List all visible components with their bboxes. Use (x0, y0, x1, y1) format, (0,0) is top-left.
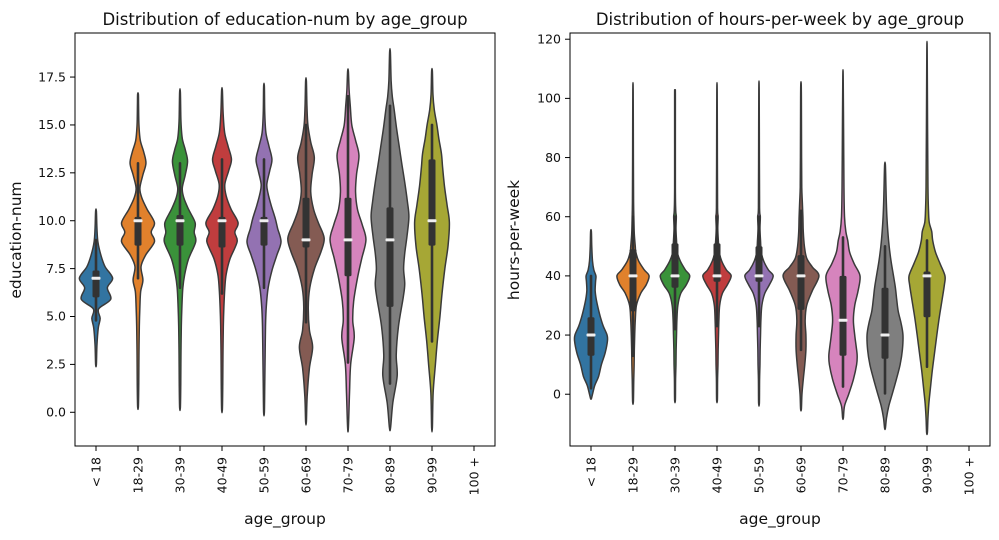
y-axis-label-hours-per-week: hours-per-week (505, 179, 523, 301)
y-tick-label: 60 (545, 209, 561, 224)
axes-spines-hours-per-week (569, 32, 991, 447)
x-tick-label: 40-49 (710, 457, 725, 493)
iqr-box-80-89 (386, 207, 394, 307)
iqr-box-40-49 (713, 243, 721, 282)
y-tick-label: 15.0 (38, 117, 66, 132)
x-tick-label: 50-59 (752, 457, 767, 493)
x-tick-label: 90-99 (920, 457, 935, 493)
x-tick-label: 18-29 (626, 457, 641, 493)
x-tick-label: 100 + (962, 457, 977, 495)
x-tick-label: 18-29 (131, 457, 146, 493)
chart-title-education-num: Distribution of education-num by age_gro… (102, 10, 468, 29)
median-dash-70-79 (343, 238, 353, 242)
x-tick-label: 100 + (467, 457, 482, 495)
median-dash-30-39 (670, 274, 680, 278)
iqr-box-18-29 (134, 216, 142, 246)
y-tick-label: 5.0 (46, 309, 66, 324)
median-dash-80-89 (385, 238, 395, 242)
iqr-box-30-39 (176, 214, 184, 246)
median-dash-60-69 (796, 274, 806, 278)
x-tick-label: 90-99 (425, 457, 440, 493)
x-tick-label: 70-79 (836, 457, 851, 493)
x-tick-label: 80-89 (878, 457, 893, 493)
chart-title-hours-per-week: Distribution of hours-per-week by age_gr… (595, 10, 965, 29)
iqr-box-40-49 (218, 216, 226, 248)
iqr-box-<18 (92, 270, 100, 298)
y-tick-label: 2.5 (46, 357, 66, 372)
y-tick-label: 80 (545, 150, 561, 165)
median-dash-90-99 (922, 274, 932, 278)
median-dash-40-49 (217, 219, 227, 223)
y-tick-label: 20 (545, 327, 561, 342)
x-tick-label: 40-49 (215, 457, 230, 493)
median-dash-<18 (586, 333, 596, 337)
median-dash-50-59 (754, 274, 764, 278)
y-tick-label: 0 (553, 386, 561, 401)
x-tick-label: 30-39 (173, 457, 188, 493)
y-tick-label: 12.5 (38, 165, 66, 180)
y-tick-label: 100 (537, 91, 561, 106)
x-tick-label: 50-59 (257, 457, 272, 493)
x-tick-label: 30-39 (668, 457, 683, 493)
median-dash-60-69 (301, 238, 311, 242)
iqr-box-60-69 (302, 197, 310, 248)
x-tick-label: < 18 (584, 457, 599, 487)
median-dash-50-59 (259, 219, 269, 223)
iqr-box-50-59 (755, 246, 763, 282)
x-tick-label: 60-69 (299, 457, 314, 493)
x-tick-label: 60-69 (794, 457, 809, 493)
y-tick-label: 0.0 (46, 404, 66, 419)
y-tick-label: 7.5 (46, 261, 66, 276)
median-dash-90-99 (427, 219, 437, 223)
x-axis-label-right: age_group (739, 510, 821, 528)
iqr-box-90-99 (428, 159, 436, 246)
violin-90-99 (908, 40, 946, 436)
median-dash-80-89 (880, 333, 890, 337)
y-tick-label: 10.0 (38, 213, 66, 228)
iqr-box-70-79 (344, 197, 352, 277)
median-dash-18-29 (628, 274, 638, 278)
median-dash-40-49 (712, 274, 722, 278)
axes-spines-education-num (74, 32, 496, 447)
iqr-box-60-69 (797, 255, 805, 310)
iqr-box-70-79 (839, 275, 847, 356)
x-tick-label: 80-89 (383, 457, 398, 493)
median-dash-70-79 (838, 318, 848, 322)
iqr-box-30-39 (671, 243, 679, 288)
iqr-box-80-89 (881, 287, 889, 359)
iqr-box-18-29 (629, 249, 637, 312)
median-dash-<18 (91, 276, 101, 280)
iqr-box-90-99 (923, 271, 931, 318)
iqr-box-50-59 (260, 216, 268, 246)
y-tick-label: 120 (537, 31, 561, 46)
y-tick-label: 17.5 (38, 69, 66, 84)
x-tick-label: 70-79 (341, 457, 356, 493)
y-tick-label: 40 (545, 268, 561, 283)
y-axis-label-education-num: education-num (7, 181, 25, 299)
x-axis-label-left: age_group (244, 510, 326, 528)
median-dash-30-39 (175, 219, 185, 223)
median-dash-18-29 (133, 219, 143, 223)
x-tick-label: < 18 (89, 457, 104, 487)
